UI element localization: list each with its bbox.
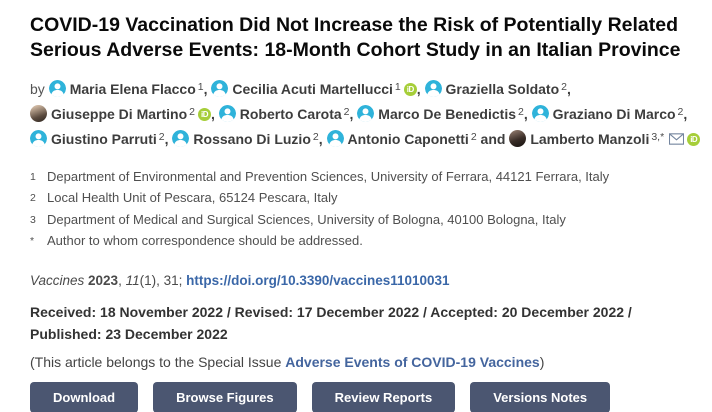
author: Maria Elena Flacco 1 <box>48 79 204 97</box>
action-buttons: Download Browse Figures Review Reports Vers… <box>30 381 682 412</box>
author-separator: , <box>683 105 688 122</box>
citation-pages: (1), 31; <box>139 272 187 288</box>
review-reports-button[interactable]: Review Reports <box>311 381 456 412</box>
author-name-link[interactable]: Roberto Carota <box>239 105 342 122</box>
author: Marco De Benedictis 2 <box>357 104 524 122</box>
affiliation-text: Local Health Unit of Pescara, 65124 Pesc… <box>47 190 338 206</box>
author-separator: , <box>523 105 532 122</box>
person-icon[interactable] <box>48 79 66 97</box>
publication-history: Received: 18 November 2022 / Revised: 17… <box>30 303 632 342</box>
author-line: Giustino Parruti 2, Rossano Di Luzio 2, An… <box>30 126 701 152</box>
affiliation-row: 2 Local Health Unit of Pescara, 65124 Pes… <box>30 188 682 209</box>
author-name-link[interactable]: Cecilia Acuti Martellucci <box>232 80 393 97</box>
author: Lamberto Manzoli 3,* iD <box>509 129 701 147</box>
affiliation-superscript: 2 <box>312 130 319 143</box>
orcid-icon[interactable]: iD <box>403 82 417 96</box>
affiliation-superscript: 2 <box>343 105 350 118</box>
author-separator: , <box>566 80 571 97</box>
author-separator: , <box>318 130 327 147</box>
affiliation-superscript: 2 <box>189 105 195 118</box>
author-separator: , <box>164 130 173 147</box>
author-name-link[interactable]: Graziano Di Marco <box>552 105 676 122</box>
author: Rossano Di Luzio 2 <box>172 129 319 147</box>
browse-figures-button[interactable]: Browse Figures <box>153 381 297 412</box>
author-name-link[interactable]: Lamberto Manzoli <box>530 130 650 147</box>
affiliation-superscript: 2 <box>470 130 477 143</box>
affiliation-superscript: 2 <box>518 105 524 118</box>
author-line: Giuseppe Di Martino 2 iD, Roberto Carota 2,… <box>30 101 687 126</box>
affiliation-superscript: 2 <box>561 80 567 93</box>
avatar-photo[interactable] <box>30 104 47 122</box>
special-issue-prefix: (This article belongs to the Special Iss… <box>30 353 286 370</box>
author-name-link[interactable]: Giuseppe Di Martino <box>51 105 188 122</box>
person-icon[interactable] <box>357 104 375 122</box>
author: Roberto Carota 2 <box>218 104 350 122</box>
affiliation-marker: 3 <box>30 213 36 226</box>
affiliation-superscript: 2 <box>677 105 684 118</box>
person-icon[interactable] <box>531 104 549 122</box>
author-lines: by Maria Elena Flacco 1, Cecilia Acuti Ma… <box>30 76 701 152</box>
versions-notes-button[interactable]: Versions Notes <box>470 381 611 412</box>
author: Antonio Caponetti 2 <box>326 129 477 147</box>
author: Giustino Parruti 2 <box>30 129 165 147</box>
citation-volume: 11 <box>125 272 140 288</box>
special-issue-suffix: ) <box>539 353 545 370</box>
author-separator: , <box>210 105 219 122</box>
orcid-icon[interactable]: iD <box>197 107 211 121</box>
doi-link[interactable]: https://doi.org/10.3390/vaccines11010031 <box>186 272 450 288</box>
author-name-link[interactable]: Maria Elena Flacco <box>69 80 196 97</box>
author: Giuseppe Di Martino 2 iD <box>30 104 211 122</box>
journal-name: Vaccines <box>30 272 89 288</box>
orcid-icon[interactable]: iD <box>687 132 701 146</box>
author-separator: , <box>203 80 212 97</box>
person-icon[interactable] <box>424 79 442 97</box>
author-name-link[interactable]: Antonio Caponetti <box>347 130 469 147</box>
download-button[interactable]: Download <box>30 381 139 412</box>
affiliation-marker: 2 <box>30 192 36 205</box>
byline-prefix: by <box>30 80 49 97</box>
author-separator: , <box>416 80 425 97</box>
author-separator: and <box>476 130 510 147</box>
author-line: by Maria Elena Flacco 1, Cecilia Acuti Ma… <box>30 76 682 101</box>
envelope-icon[interactable] <box>669 129 685 152</box>
affiliation-text: Department of Environmental and Preventi… <box>47 168 610 184</box>
affiliation-superscript: 2 <box>158 130 165 143</box>
author-separator: , <box>349 105 358 122</box>
avatar-photo[interactable] <box>509 129 527 147</box>
article-title: COVID-19 Vaccination Did Not Increase th… <box>30 14 681 62</box>
author-name-link[interactable]: Graziella Soldato <box>445 80 560 97</box>
affiliations: 1 Department of Environmental and Prevent… <box>30 167 682 252</box>
affiliation-marker: * <box>30 235 35 248</box>
affiliation-superscript: 3,* <box>651 130 665 143</box>
person-icon[interactable] <box>172 129 190 147</box>
author: Cecilia Acuti Martellucci 1 iD <box>211 79 417 97</box>
affiliation-row: 3 Department of Medical and Surgical Scie… <box>30 210 682 231</box>
person-icon[interactable] <box>218 104 236 122</box>
affiliation-marker: 1 <box>30 170 36 183</box>
author: Graziano Di Marco 2 <box>531 104 684 122</box>
citation-year: 2023 <box>88 272 119 288</box>
affiliation-row: 1 Department of Environmental and Prevent… <box>30 167 682 188</box>
special-issue-link[interactable]: Adverse Events of COVID-19 Vaccines <box>285 353 540 370</box>
affiliation-superscript: 1 <box>197 80 204 93</box>
affiliation-text: Department of Medical and Surgical Scien… <box>47 211 566 227</box>
affiliation-superscript: 1 <box>394 80 401 93</box>
affiliation-text: Author to whom correspondence should be … <box>47 233 363 249</box>
special-issue-note: (This article belongs to the Special Iss… <box>30 354 682 370</box>
person-icon[interactable] <box>30 129 47 147</box>
author-name-link[interactable]: Rossano Di Luzio <box>193 130 311 147</box>
citation-line: Vaccines 2023, 11(1), 31; https://doi.or… <box>30 273 682 288</box>
affiliation-row: * Author to whom correspondence should be… <box>30 231 682 252</box>
author-name-link[interactable]: Giustino Parruti <box>51 130 157 147</box>
author: Graziella Soldato 2 <box>424 79 567 97</box>
citation-separator: , <box>118 272 126 288</box>
person-icon[interactable] <box>211 79 229 97</box>
person-icon[interactable] <box>326 129 344 147</box>
author-name-link[interactable]: Marco De Benedictis <box>378 105 516 122</box>
